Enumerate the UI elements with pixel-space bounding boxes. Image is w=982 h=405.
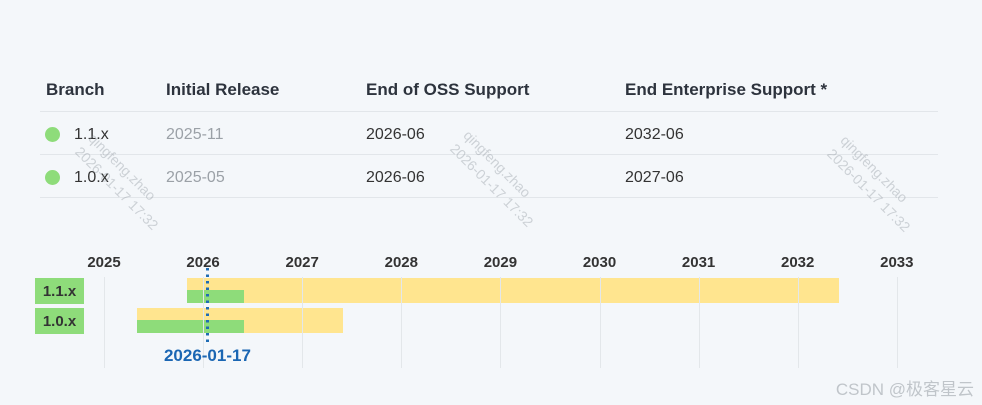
year-tick-2033: 2033 (880, 254, 914, 271)
cell-branch: 1.0.x (74, 169, 109, 186)
gridline-2026 (203, 277, 205, 368)
gridline-2032 (797, 277, 799, 368)
row-label-1.1.x: 1.1.x (35, 278, 84, 304)
row-label-1.0.x: 1.0.x (35, 308, 84, 334)
cell-initial-release: 2025-05 (166, 169, 225, 186)
column-header-initial-release: Initial Release (166, 80, 280, 99)
column-header-end-oss-support: End of OSS Support (366, 80, 530, 99)
gridline-2028 (401, 277, 403, 368)
gridline-2027 (302, 277, 304, 368)
cell-initial-release: 2025-11 (166, 126, 224, 143)
today-marker-label: 2026-01-17 (163, 346, 251, 365)
column-header-branch: Branch (46, 80, 105, 99)
cell-end-enterprise-support: 2032-06 (625, 126, 684, 143)
table-row-divider (40, 197, 938, 198)
year-tick-2030: 2030 (582, 254, 617, 271)
gridline-2025 (104, 277, 105, 368)
status-dot-icon (45, 170, 60, 185)
cell-end-enterprise-support: 2027-06 (625, 169, 684, 186)
cell-branch: 1.1.x (74, 126, 109, 143)
table-row-divider (40, 154, 938, 155)
cell-end-oss-support: 2026-06 (366, 126, 425, 143)
bar-enterprise-support-1.1.x (186, 278, 839, 303)
year-tick-2028: 2028 (384, 254, 418, 271)
year-tick-2032: 2032 (781, 254, 815, 271)
column-header-end-enterprise-support: End Enterprise Support * (625, 80, 828, 99)
gridline-2029 (500, 277, 502, 368)
year-tick-2029: 2029 (483, 254, 518, 271)
bar-oss-support-1.0.x (137, 320, 245, 333)
bar-oss-support-1.1.x (186, 290, 245, 303)
gridline-2031 (698, 277, 700, 368)
year-tick-2026: 2026 (186, 254, 220, 271)
year-tick-2031: 2031 (681, 254, 716, 271)
year-tick-2025: 2025 (87, 254, 121, 271)
table-header-divider (40, 111, 938, 112)
cell-end-oss-support: 2026-06 (366, 169, 425, 186)
gridline-2033 (896, 277, 898, 368)
year-tick-2027: 2027 (285, 254, 319, 271)
today-marker-line (205, 268, 209, 345)
status-dot-icon (45, 127, 60, 142)
csdn-watermark: CSDN @极客星云 (835, 380, 974, 399)
gridline-2030 (599, 277, 601, 368)
